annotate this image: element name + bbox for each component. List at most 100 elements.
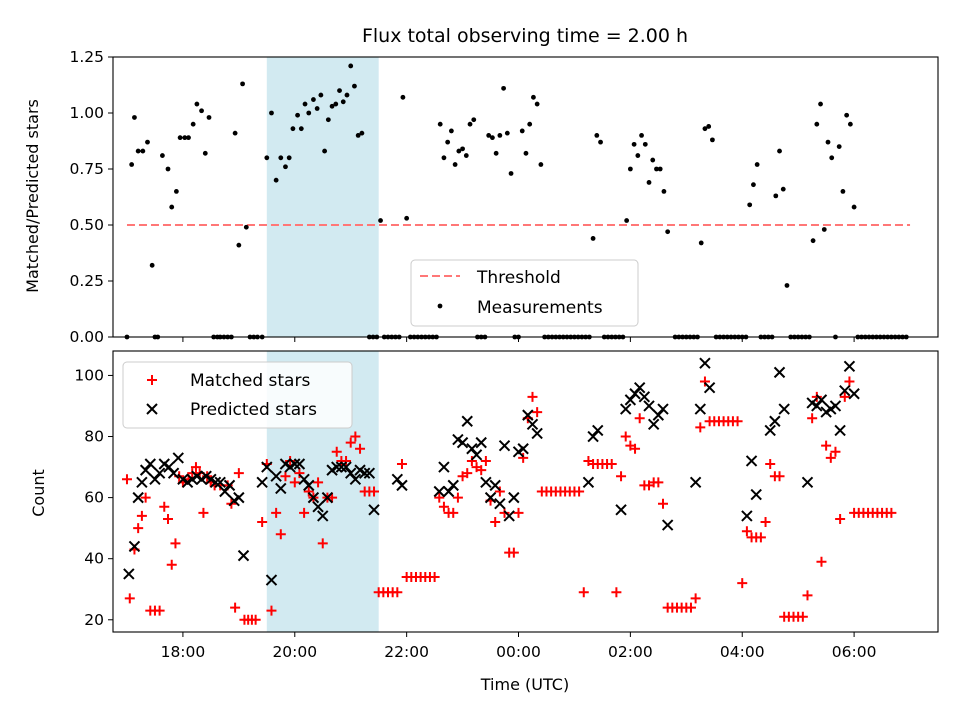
measurement-point bbox=[657, 166, 663, 172]
measurement-point bbox=[378, 218, 383, 223]
measurement-point bbox=[706, 124, 712, 129]
x-tick-label: 22:00 bbox=[384, 643, 429, 661]
matched-star-point bbox=[345, 437, 356, 448]
y-tick-label: 20 bbox=[84, 611, 104, 629]
top-shaded-region bbox=[266, 57, 379, 337]
predicted-star-point bbox=[149, 473, 161, 485]
measurement-point bbox=[173, 189, 179, 194]
matched-star-point bbox=[448, 507, 459, 518]
measurement-point bbox=[751, 182, 756, 188]
matched-star-point bbox=[466, 455, 477, 466]
matched-star-point bbox=[275, 529, 286, 540]
matched-star-point bbox=[653, 477, 664, 488]
measurement-point bbox=[149, 262, 155, 268]
measurement-point bbox=[306, 110, 312, 116]
predicted-star-point bbox=[303, 479, 315, 492]
y-tick-label: 1.00 bbox=[69, 104, 104, 122]
legend-matched-label: Matched stars bbox=[190, 371, 310, 391]
predicted-star-point bbox=[438, 461, 450, 473]
matched-star-point bbox=[124, 593, 135, 604]
bottom-axis-ticks: 20 40 60 80 100 18:00 20:00 22:00 00:00 02:00 04:0… bbox=[74, 366, 876, 661]
measurement-point bbox=[847, 121, 853, 127]
measurement-point bbox=[851, 204, 857, 210]
matched-star-point bbox=[699, 376, 710, 387]
predicted-star-point bbox=[773, 366, 786, 379]
predicted-star-point bbox=[153, 467, 166, 479]
top-axis-ticks: 0.00 0.25 0.50 0.75 1.00 1.25 bbox=[69, 48, 855, 346]
legend-measurement-swatch bbox=[437, 303, 443, 309]
measurement-point bbox=[519, 128, 525, 134]
legend-matched-swatch bbox=[147, 375, 157, 385]
measurement-point bbox=[290, 126, 296, 132]
predicted-star-point bbox=[163, 461, 175, 473]
measurement-point bbox=[199, 108, 204, 114]
bottom-count-points bbox=[121, 357, 897, 625]
predicted-star-point bbox=[219, 485, 231, 498]
y-tick-label: 0.00 bbox=[69, 328, 104, 346]
matched-star-point bbox=[429, 572, 440, 583]
measurement-point bbox=[702, 126, 708, 132]
predicted-star-point bbox=[494, 498, 506, 510]
predicted-star-point bbox=[172, 452, 184, 464]
x-tick-label: 06:00 bbox=[832, 643, 877, 661]
matched-star-point bbox=[811, 391, 822, 402]
x-tick-label: 00:00 bbox=[496, 643, 541, 661]
matched-star-point bbox=[574, 486, 585, 497]
matched-star-point bbox=[257, 517, 268, 528]
predicted-star-point bbox=[144, 458, 156, 470]
matched-star-point bbox=[821, 440, 832, 451]
matched-star-point bbox=[807, 413, 818, 424]
measurement-point bbox=[182, 135, 188, 141]
predicted-star-point bbox=[582, 476, 595, 489]
predicted-star-point bbox=[167, 467, 180, 479]
y-tick-label: 80 bbox=[84, 428, 104, 446]
measurement-point bbox=[493, 150, 499, 156]
matched-star-point bbox=[198, 507, 209, 518]
measurement-point bbox=[311, 97, 316, 102]
measurement-point bbox=[337, 88, 342, 93]
predicted-star-point bbox=[363, 467, 376, 479]
measurement-point bbox=[236, 242, 242, 248]
matched-star-point bbox=[250, 614, 261, 625]
matched-star-point bbox=[355, 443, 366, 454]
matched-star-point bbox=[755, 532, 766, 543]
predicted-star-point bbox=[132, 491, 144, 504]
measurement-point bbox=[278, 155, 284, 161]
predicted-star-point bbox=[694, 403, 706, 415]
measurement-point bbox=[322, 148, 328, 154]
predicted-star-point bbox=[289, 458, 301, 470]
legend-threshold-label: Threshold bbox=[476, 268, 561, 288]
measurement-point bbox=[269, 110, 274, 116]
matched-star-point bbox=[830, 446, 841, 457]
measurement-point bbox=[283, 164, 288, 170]
measurement-point bbox=[635, 153, 641, 158]
matched-star-point bbox=[350, 431, 361, 442]
measurement-point bbox=[490, 135, 495, 141]
matched-star-point bbox=[532, 407, 543, 418]
measurement-point bbox=[194, 101, 200, 107]
matched-star-point bbox=[844, 376, 855, 387]
matched-star-point bbox=[136, 510, 147, 521]
measurement-point bbox=[777, 148, 782, 154]
y-tick-label: 0.25 bbox=[69, 272, 104, 290]
predicted-star-point bbox=[237, 549, 250, 562]
matched-star-point bbox=[140, 492, 151, 503]
matched-star-point bbox=[285, 455, 296, 466]
measurement-point bbox=[467, 121, 473, 127]
predicted-star-point bbox=[349, 473, 362, 485]
matched-star-point bbox=[508, 547, 519, 558]
measurement-point bbox=[654, 166, 659, 172]
y-tick-label: 0.50 bbox=[69, 216, 104, 234]
predicted-star-point bbox=[811, 400, 823, 412]
measurement-point bbox=[486, 133, 492, 138]
predicted-star-point bbox=[699, 357, 711, 369]
y-tick-label: 60 bbox=[84, 489, 104, 507]
measurement-point bbox=[471, 117, 477, 123]
predicted-star-point bbox=[475, 436, 487, 449]
measurement-point bbox=[202, 150, 208, 156]
matched-star-point bbox=[774, 471, 785, 482]
measurement-point bbox=[145, 139, 150, 145]
measurement-point bbox=[448, 128, 454, 134]
measurement-point bbox=[314, 106, 320, 111]
measurement-point bbox=[527, 121, 533, 127]
